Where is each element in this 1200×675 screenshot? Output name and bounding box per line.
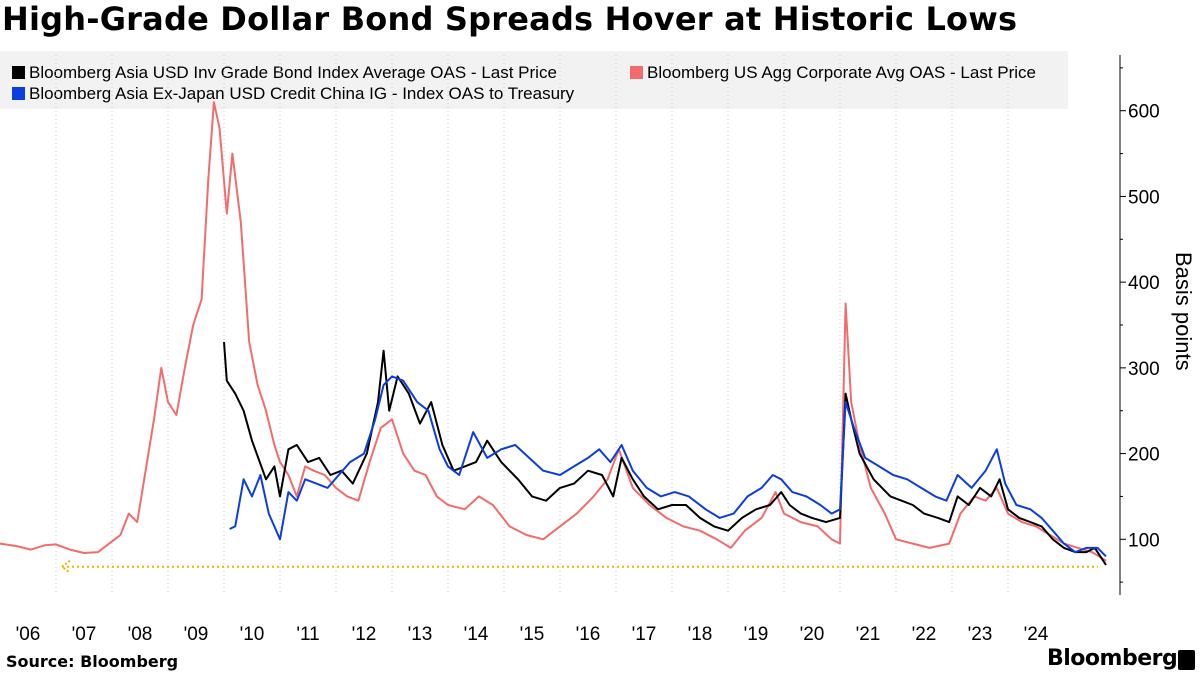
x-tick-label: '10 [240, 624, 265, 645]
y-axis: 100 200 300 400 500 600 [1120, 67, 1160, 583]
y-axis-label: Basis points [1171, 252, 1196, 371]
y-tick-label: 500 [1128, 187, 1160, 208]
series-line-1 [0, 101, 1107, 562]
legend-label: Bloomberg Asia Ex-Japan USD Credit China… [29, 84, 575, 103]
y-tick-label: 600 [1128, 102, 1160, 123]
series-line-2 [229, 375, 1107, 558]
x-tick-label: '07 [72, 624, 97, 645]
chart-title: High-Grade Dollar Bond Spreads Hover at … [2, 0, 1018, 38]
x-tick-label: '16 [576, 624, 601, 645]
x-tick-label: '13 [408, 624, 433, 645]
x-tick-label: '06 [16, 624, 41, 645]
x-tick-label: '18 [688, 624, 713, 645]
x-tick-label: '21 [856, 624, 881, 645]
y-tick-label: 300 [1128, 359, 1160, 380]
bloomberg-logo: Bloomberg [1047, 646, 1178, 671]
legend-label: Bloomberg Asia USD Inv Grade Bond Index … [29, 63, 557, 82]
x-tick-label: '11 [296, 624, 319, 645]
y-tick-label: 200 [1128, 445, 1160, 466]
x-tick-label: '14 [464, 624, 489, 645]
x-tick-label: '23 [968, 624, 993, 645]
legend-label: Bloomberg US Agg Corporate Avg OAS - Las… [647, 63, 1036, 82]
x-tick-label: '24 [1024, 624, 1049, 645]
series-lines [0, 101, 1107, 566]
x-tick-label: '08 [128, 624, 153, 645]
y-tick-label: 100 [1128, 530, 1160, 551]
bloomberg-terminal-icon [1178, 650, 1195, 670]
legend-swatch [12, 66, 25, 79]
legend-swatch [630, 66, 643, 79]
x-tick-label: '22 [912, 624, 937, 645]
legend-swatch [12, 87, 25, 100]
series-line-0 [223, 342, 1107, 566]
x-tick-label: '20 [800, 624, 825, 645]
source-note: Source: Bloomberg [6, 652, 179, 671]
reference-line [60, 559, 1098, 574]
legend: Bloomberg Asia USD Inv Grade Bond Index … [0, 51, 1068, 109]
x-tick-label: '15 [520, 624, 545, 645]
legend-item-asia-usd-ig: Bloomberg Asia USD Inv Grade Bond Index … [12, 63, 557, 83]
legend-item-china-ig: Bloomberg Asia Ex-Japan USD Credit China… [12, 84, 574, 104]
gridlines [55, 55, 1009, 595]
x-tick-label: '12 [352, 624, 377, 645]
x-tick-label: '19 [744, 624, 769, 645]
x-tick-label: '17 [632, 624, 657, 645]
legend-item-us-agg-corporate: Bloomberg US Agg Corporate Avg OAS - Las… [630, 63, 1036, 83]
x-tick-label: '09 [184, 624, 209, 645]
reference-arrow-head [60, 559, 71, 574]
x-axis: '06 '07 '08 '09 '10 '11 '12 '13 '14 '15 '16 '17 '18 '… [16, 624, 1049, 645]
y-tick-label: 400 [1128, 273, 1160, 294]
